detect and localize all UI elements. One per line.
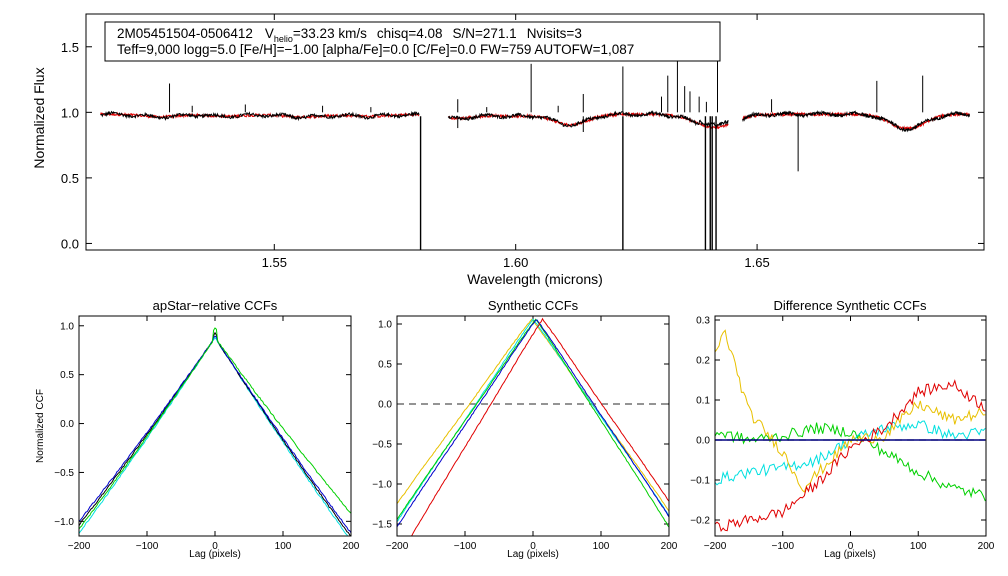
y-tick-label: 0.0 [60,419,74,430]
apstar-ccf-series [79,327,351,536]
info-line-1: 2M05451504-0506412 Vhelio=33.23 km/s chisq… [117,26,582,44]
info-box [104,21,721,62]
difference-ccf-xlabel: Lag (pixels) [824,549,876,560]
spectrum-series [100,44,970,250]
apstar-ccf-title: apStar−relative CCFs [153,298,278,313]
x-tick-label: 0 [212,541,218,552]
apstar-ccf-frame [78,315,352,537]
y-tick-label: −1.5 [372,520,392,531]
x-tick-label: 1.65 [744,255,769,270]
observed-spectrum-chip-1 [100,110,420,122]
x-tick-label: 200 [661,541,678,552]
ccf-visit-4 [410,317,669,536]
apstar-ccf-panel: −200 −100 0 100 200 −1.0 −0.5 0.0 0.5 1.0 apStar−… [35,298,360,560]
x-tick-label: 100 [593,541,610,552]
y-tick-label: −0.5 [54,468,74,479]
y-tick-label: 1.0 [378,320,392,331]
observed-spectrum-chip-3 [742,109,970,133]
synthetic-ccf-title: Synthetic CCFs [488,298,579,313]
vhelio-value: =33.23 km/s [293,26,367,41]
y-tick-label: 1.0 [61,105,79,120]
x-tick-label: −200 [68,541,91,552]
x-tick-label: −100 [136,541,159,552]
y-tick-label: 0.5 [61,171,79,186]
ccf-visit-2 [79,337,349,536]
y-tick-label: 0.0 [61,236,79,251]
y-tick-label: −0.2 [690,516,710,527]
y-tick-label: −1.0 [372,480,392,491]
apstar-ccf-xlabel: Lag (pixels) [189,549,241,560]
y-tick-label: −1.0 [54,517,74,528]
ccf-visit-1 [397,318,669,528]
diff-ccf-visit-2 [715,420,986,486]
x-tick-label: −100 [454,541,477,552]
difference-ccf-frame [714,315,987,537]
x-tick-label: 1.55 [262,255,287,270]
ccf-combined [79,331,351,536]
y-tick-label: 0.2 [696,356,710,367]
synthetic-ccf-frame [396,315,670,537]
spectrum-frame [85,13,985,251]
diff-ccf-visit-3 [715,329,986,493]
x-tick-label: −100 [771,541,794,552]
y-tick-label: 0.5 [378,360,392,371]
ccf-visit-3 [397,318,669,512]
synthetic-ccf-ticks: −200 −100 0 100 200 −1.5 −1.0 −0.5 0.0 0.5 1.0 [372,316,678,552]
ccf-combined [397,319,669,528]
chisq: chisq=4.08 [377,26,443,41]
y-tick-label: −0.1 [690,476,710,487]
apstar-ccf-ticks: −200 −100 0 100 200 −1.0 −0.5 0.0 0.5 1.0 [54,316,360,552]
observed-spectrum-chip-2 [447,110,729,128]
x-tick-label: 0 [848,541,854,552]
y-tick-label: 0.0 [378,400,392,411]
x-tick-label: 100 [910,541,927,552]
diff-ccf-visit-4 [715,379,986,533]
difference-ccf-series [715,329,986,533]
apstar-ccf-ylabel: Normalized CCF [35,389,46,463]
x-tick-label: 1.60 [503,255,528,270]
info-line-2: Teff=9,000 logg=5.0 [Fe/H]=−1.00 [alpha/… [117,42,634,57]
spectrum-xlabel: Wavelength (microns) [467,271,603,287]
synthetic-ccf-series [397,317,669,536]
spectrum-ylabel: Normalized Flux [31,67,47,168]
snr: S/N=271.1 [453,26,517,41]
ccf-visit-3 [79,335,351,533]
y-tick-label: 0.3 [696,316,710,327]
difference-ccf-panel: −200 −100 0 100 200 −0.2 −0.1 0.0 0.1 0.2 0.3 Diff… [690,298,995,560]
synthetic-ccf-xlabel: Lag (pixels) [507,549,559,560]
y-tick-label: 1.5 [61,40,79,55]
synthetic-ccf-panel: −200 −100 0 100 200 −1.5 −1.0 −0.5 0.0 0.5 1.0 Syn… [372,298,678,560]
x-tick-label: −200 [386,541,409,552]
y-tick-label: 0.5 [60,370,74,381]
x-tick-label: −200 [704,541,727,552]
diff-ccf-visit-1 [715,422,986,502]
difference-ccf-title: Difference Synthetic CCFs [774,298,927,313]
ccf-visit-1 [79,327,351,530]
x-tick-label: 200 [343,541,360,552]
x-tick-label: 200 [978,541,995,552]
difference-ccf-ticks: −200 −100 0 100 200 −0.2 −0.1 0.0 0.1 0.2 0.3 [690,316,995,553]
vhelio-prefix: V [265,26,274,41]
star-id: 2M05451504-0506412 [117,26,253,41]
y-tick-label: 0.0 [696,436,710,447]
nvisits: Nvisits=3 [527,26,582,41]
spectrum-panel: 1.55 1.60 1.65 0.0 0.5 1.0 1.5 2M05451504-0506… [31,13,985,287]
y-tick-label: 0.1 [696,396,710,407]
x-tick-label: 0 [530,541,536,552]
x-tick-label: 100 [275,541,292,552]
vhelio-sub: helio [274,34,293,44]
y-tick-label: −0.5 [372,440,392,451]
y-tick-label: 1.0 [60,321,74,332]
spectrum-ticks: 1.55 1.60 1.65 0.0 0.5 1.0 1.5 [61,14,984,270]
